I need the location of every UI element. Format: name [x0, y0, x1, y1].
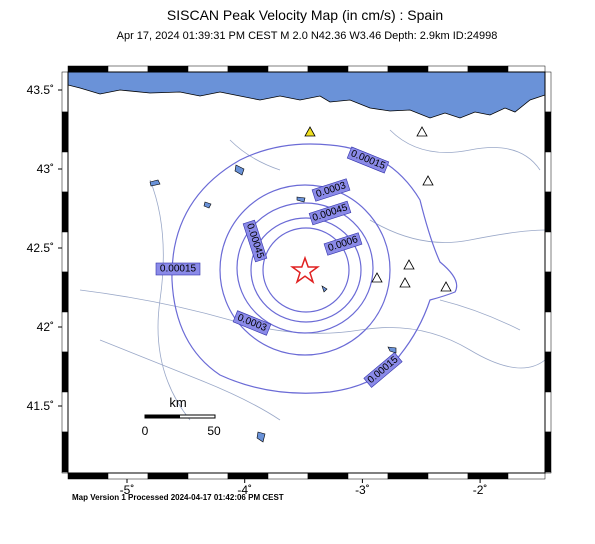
frame-border	[67, 71, 546, 474]
scale-start: 0	[142, 424, 149, 438]
frame-bar	[107, 65, 149, 73]
subtitle: Apr 17, 2024 01:39:31 PM CEST M 2.0 N42.…	[117, 30, 498, 42]
sea	[67, 71, 546, 119]
lat-tick-label: 43˚	[37, 162, 54, 176]
frame-bar	[227, 65, 269, 73]
frame-bar	[544, 351, 552, 393]
frame-bar	[147, 472, 189, 480]
frame-bar	[307, 65, 349, 73]
frame-bar	[107, 472, 149, 480]
scale-bar: km 0 50	[142, 395, 221, 438]
frame-bar	[267, 472, 309, 480]
frame-bar	[61, 271, 69, 313]
epicenter	[290, 255, 320, 284]
map-area	[68, 72, 545, 473]
frame-bar	[147, 65, 189, 73]
frame-bar	[544, 71, 552, 113]
frame-bar	[61, 191, 69, 233]
lakes	[149, 164, 397, 443]
contour-label-text: 0.00015	[160, 264, 197, 275]
frame-bar	[61, 351, 69, 393]
frame-bar	[544, 191, 552, 233]
title: SISCAN Peak Velocity Map (in cm/s) : Spa…	[167, 7, 443, 23]
frame-bar	[544, 111, 552, 153]
stations	[304, 126, 452, 292]
frame-bar	[347, 472, 389, 480]
frame-bar	[67, 472, 109, 480]
frame-bar	[307, 472, 349, 480]
frame-bar	[544, 231, 552, 273]
map-frame: -5˚ -4˚ -3˚ -2˚ 43.5˚ 43˚ 42.5˚ 42˚ 41.5˚	[27, 65, 552, 497]
lon-tick-label: -4˚	[237, 483, 252, 497]
frame-bar	[67, 65, 109, 73]
frame-bar	[61, 311, 69, 353]
frame-bar	[544, 151, 552, 193]
frame-bar	[267, 65, 309, 73]
frame-bar	[544, 311, 552, 353]
frame-bar	[507, 65, 546, 73]
contour-label: 0.00015	[155, 262, 201, 276]
frame-bar	[61, 231, 69, 273]
lat-tick-label: 43.5˚	[27, 83, 54, 97]
frame-bar	[467, 65, 509, 73]
footer: Map Version 1 Processed 2024-04-17 01:42…	[72, 493, 284, 502]
frame-bar	[467, 472, 509, 480]
frame-bar	[427, 65, 469, 73]
lon-tick-label: -2˚	[473, 483, 488, 497]
lon-tick-label: -5˚	[120, 483, 135, 497]
frame-bar	[387, 472, 429, 480]
contours	[171, 143, 458, 394]
frame-bar	[61, 431, 69, 473]
frame-bar	[61, 111, 69, 153]
frame-bar	[61, 391, 69, 433]
frame-bar	[544, 471, 552, 474]
lon-tick-label: -3˚	[355, 483, 370, 497]
frame-bar	[387, 65, 429, 73]
scale-unit: km	[169, 395, 186, 410]
frame-bar	[544, 271, 552, 313]
frame-bar	[507, 472, 546, 480]
frame-bar	[544, 391, 552, 433]
scale-end: 50	[207, 424, 221, 438]
lat-tick-label: 42.5˚	[27, 241, 54, 255]
lat-tick-label: 42˚	[37, 320, 54, 334]
frame-bar	[187, 472, 229, 480]
frame-bar	[427, 472, 469, 480]
lat-tick-label: 41.5˚	[27, 399, 54, 413]
frame-bar	[187, 65, 229, 73]
frame-bar	[61, 71, 69, 113]
frame-bar	[61, 471, 69, 474]
frame-bar	[347, 65, 389, 73]
frame-bar	[61, 151, 69, 193]
frame-bar	[544, 431, 552, 473]
frame-bar	[227, 472, 269, 480]
